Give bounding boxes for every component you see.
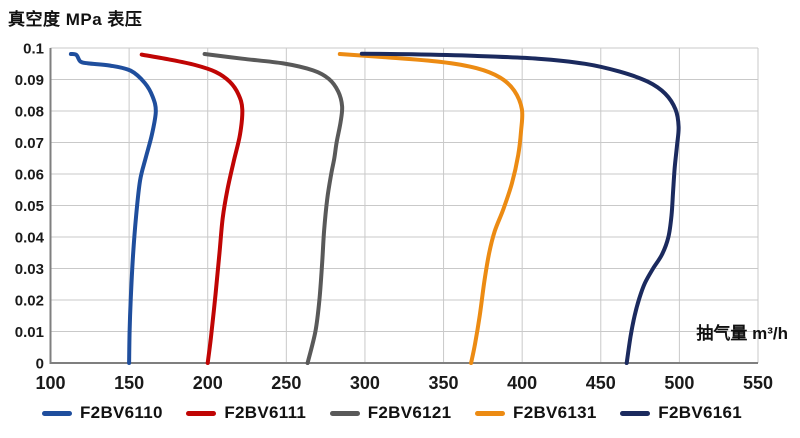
tick-labels: 0 0.01 0.02 0.03 0.04 0.05 0.06 0.07 0.08 0.09 0.1… [15,41,773,394]
legend-line-swatch-f2bv6111 [186,410,217,416]
y-tick-label: 0 [36,356,44,373]
legend-line-swatch-f2bv6121 [329,410,360,416]
y-tick-label: 0.07 [15,135,44,152]
curve-f2bv6131 [337,52,525,365]
curve-f2bv6111 [139,52,245,365]
chart-title: 真空度 MPa 表压 [8,10,143,29]
x-tick-label: 350 [429,373,459,393]
x-axis-label: 抽气量 m³/h [696,319,788,344]
legend-item-f2bv6131: F2BV6131 [475,403,597,423]
legend-line-swatch-f2bv6131 [475,410,506,416]
legend-item-f2bv6110: F2BV6110 [42,403,163,423]
series-curves [68,51,681,365]
legend-label-f2bv6161: F2BV6161 [658,403,742,422]
legend-item-f2bv6121: F2BV6121 [329,403,452,423]
axes [49,48,758,364]
legend-line-swatch-f2bv6161 [620,410,651,416]
x-tick-label: 300 [350,373,380,393]
gridlines [50,47,759,364]
legend-label-f2bv6110: F2BV6110 [80,403,163,422]
curve-f2bv6161 [359,51,681,365]
legend-item-f2bv6161: F2BV6161 [620,403,742,423]
x-tick-label: 100 [35,373,65,393]
y-tick-label: 0.01 [15,324,44,341]
y-tick-label: 0.08 [15,104,44,121]
x-tick-label: 250 [271,373,301,393]
x-tick-label: 500 [664,373,694,393]
legend-line-swatch-f2bv6110 [42,410,72,416]
x-tick-label: 450 [586,373,616,393]
curve-f2bv6110 [68,52,158,365]
y-tick-label: 0.09 [15,72,44,89]
x-tick-label: 200 [193,373,223,393]
y-tick-label: 0.06 [15,167,44,184]
y-tick-label: 0.02 [15,293,44,310]
y-tick-label: 0.03 [15,261,44,278]
legend: F2BV6110 F2BV6111 F2BV6121 F2BV6131 F2BV… [0,403,800,423]
curve-f2bv6121 [202,52,345,365]
legend-label-f2bv6111: F2BV6111 [224,403,307,422]
legend-label-f2bv6131: F2BV6131 [513,403,597,422]
x-axis-label-text: 抽气量 m³/h [696,324,788,343]
y-tick-label: 0.04 [15,230,45,247]
x-tick-label: 400 [507,373,537,393]
y-tick-label: 0.05 [15,198,44,215]
legend-item-f2bv6111: F2BV6111 [186,403,306,423]
legend-label-f2bv6121: F2BV6121 [367,403,452,422]
x-tick-label: 550 [743,373,773,393]
x-tick-label: 150 [114,373,144,393]
y-tick-label: 0.1 [23,41,44,58]
